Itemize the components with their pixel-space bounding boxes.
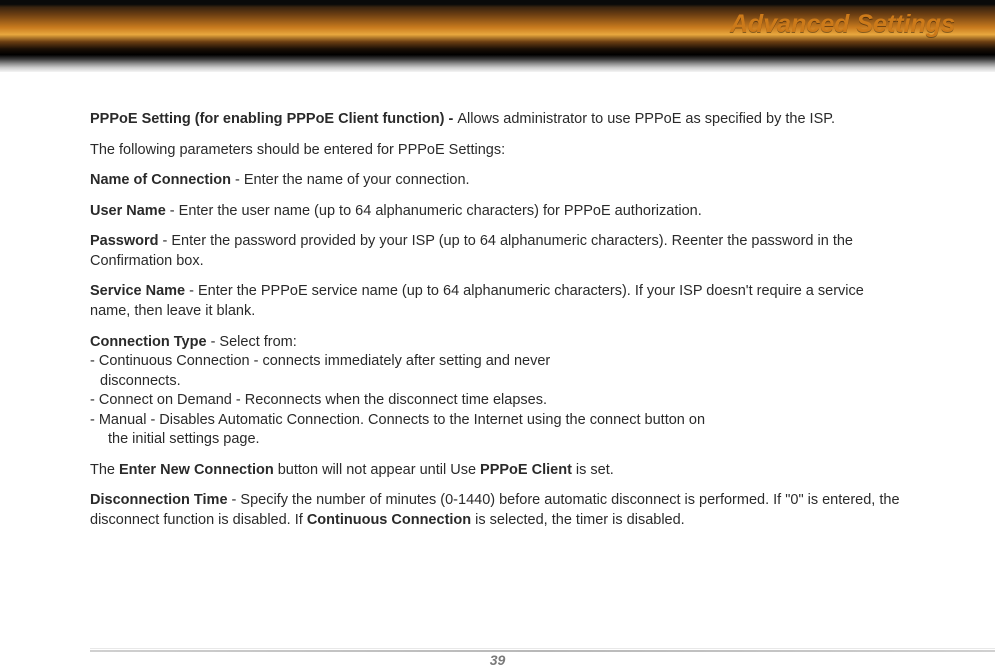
text: The — [90, 462, 119, 478]
text: - Select from: — [207, 334, 297, 350]
label-user-name: User Name — [90, 203, 166, 219]
list-item-continuous-cont: disconnects. — [90, 373, 181, 389]
list-item-manual: - Manual - Disables Automatic Connection… — [90, 412, 705, 428]
footer-divider-top — [90, 648, 995, 649]
text: - Enter the user name (up to 64 alphanum… — [166, 203, 702, 219]
paragraph-enter-new-connection: The Enter New Connection button will not… — [90, 461, 905, 481]
label-enter-new-connection: Enter New Connection — [119, 462, 274, 478]
paragraph-user-name: User Name - Enter the user name (up to 6… — [90, 202, 905, 222]
text: - Enter the PPPoE service name (up to 64… — [90, 283, 864, 319]
header-band: Advanced Settings — [0, 0, 995, 72]
text: is set. — [572, 462, 614, 478]
label-pppoe-client: PPPoE Client — [480, 462, 572, 478]
list-item-manual-cont: the initial settings page. — [90, 431, 260, 447]
paragraph-connection-type: Connection Type - Select from: - Continu… — [90, 333, 905, 450]
text: - Enter the name of your connection. — [231, 172, 470, 188]
paragraph-pppoe-setting: PPPoE Setting (for enabling PPPoE Client… — [90, 110, 905, 130]
label-pppoe-setting: PPPoE Setting (for enabling PPPoE Client… — [90, 111, 457, 127]
paragraph-name-of-connection: Name of Connection - Enter the name of y… — [90, 171, 905, 191]
text: - Enter the password provided by your IS… — [90, 233, 853, 269]
footer: 39 — [0, 650, 995, 670]
text: button will not appear until Use — [274, 462, 480, 478]
list-item-demand: - Connect on Demand - Reconnects when th… — [90, 392, 547, 408]
list-item-continuous: - Continuous Connection - connects immed… — [90, 353, 550, 369]
page-title: Advanced Settings — [730, 10, 955, 39]
label-password: Password — [90, 233, 159, 249]
text: Allows administrator to use PPPoE as spe… — [457, 111, 835, 127]
content-body: PPPoE Setting (for enabling PPPoE Client… — [0, 72, 995, 531]
text: is selected, the timer is disabled. — [471, 512, 685, 528]
paragraph-intro: The following parameters should be enter… — [90, 141, 905, 161]
label-service-name: Service Name — [90, 283, 185, 299]
footer-divider — [90, 650, 995, 652]
label-disconnection-time: Disconnection Time — [90, 492, 228, 508]
paragraph-password: Password - Enter the password provided b… — [90, 232, 905, 271]
page-number: 39 — [490, 652, 506, 668]
label-connection-type: Connection Type — [90, 334, 207, 350]
label-continuous-connection: Continuous Connection — [307, 512, 471, 528]
label-name-of-connection: Name of Connection — [90, 172, 231, 188]
paragraph-disconnection-time: Disconnection Time - Specify the number … — [90, 491, 905, 530]
paragraph-service-name: Service Name - Enter the PPPoE service n… — [90, 282, 905, 321]
